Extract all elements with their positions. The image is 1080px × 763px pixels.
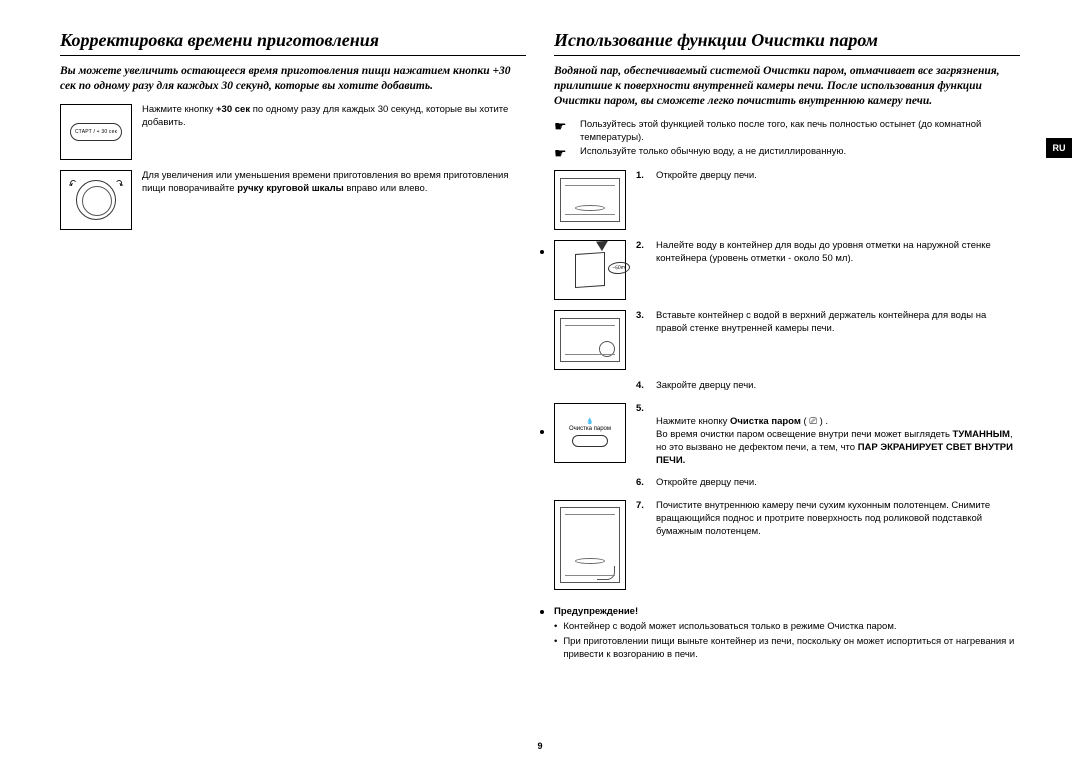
left-column: Корректировка времени приготовления Вы м… — [60, 30, 526, 743]
left-row-2-text: Для увеличения или уменьшения времени пр… — [142, 170, 526, 196]
pict-oven-wipe — [554, 500, 626, 590]
pict-pour-water — [554, 240, 626, 300]
steam-inline-icon: ⎚ — [809, 416, 817, 427]
page-number: 9 — [537, 741, 542, 751]
step-text: Нажмите кнопку Очистка паром ( ⎚ ) . Во … — [656, 403, 1020, 467]
oven-icon — [560, 178, 620, 222]
step-num: 2. — [636, 240, 650, 266]
pict-oven-insert — [554, 310, 626, 370]
step-body: 5. Нажмите кнопку Очистка паром ( ⎚ ) . … — [636, 403, 1020, 467]
warning-item: Контейнер с водой может использоваться т… — [554, 621, 1020, 634]
right-intro: Водяной пар, обеспечиваемый системой Очи… — [554, 64, 1020, 109]
step-text: Откройте дверцу печи. — [656, 170, 757, 183]
left-title: Корректировка времени приготовления — [60, 30, 526, 56]
left-intro: Вы можете увеличить остающееся время при… — [60, 64, 526, 94]
step-5: 💧 Очистка паром 5. Нажмите кнопку Очистк… — [554, 403, 1020, 467]
pict-start-button: СТАРТ / + 30 сек — [60, 104, 132, 160]
hole-icon — [540, 250, 544, 254]
step-text: Закройте дверцу печи. — [656, 380, 756, 393]
step-text: Откройте дверцу печи. — [656, 477, 757, 490]
t: Нажмите кнопку — [656, 416, 730, 427]
hole-icon — [540, 610, 544, 614]
punch-holes — [540, 250, 544, 614]
t: +30 сек — [216, 104, 250, 115]
step-body: 3. Вставьте контейнер с водой в верхний … — [636, 310, 1020, 336]
step-6: 6. Откройте дверцу печи. — [636, 477, 1020, 490]
pointer-icon: ☛ — [554, 146, 572, 160]
t: ручку круговой шкалы — [237, 183, 344, 194]
step-num: 5. — [636, 403, 650, 467]
t: Нажмите кнопку — [142, 104, 216, 115]
oval-icon — [572, 435, 608, 447]
step-text: Налейте воду в контейнер для воды до уро… — [656, 240, 1020, 266]
tray-icon — [575, 205, 605, 211]
funnel-icon — [596, 241, 608, 252]
step-4: 4. Закройте дверцу печи. — [636, 380, 1020, 393]
left-row-1: СТАРТ / + 30 сек Нажмите кнопку +30 сек … — [60, 104, 526, 160]
t: ТУМАННЫМ — [953, 429, 1010, 440]
t: Контейнер с водой может использоваться т… — [563, 621, 896, 634]
t: . — [894, 621, 897, 632]
warning-block: Предупреждение! Контейнер с водой может … — [554, 606, 1020, 661]
left-row-1-text: Нажмите кнопку +30 сек по одному разу дл… — [142, 104, 526, 130]
step-num: 1. — [636, 170, 650, 183]
jug-icon — [575, 252, 605, 288]
start-30s-button-icon: СТАРТ / + 30 сек — [70, 123, 122, 141]
warning-list: Контейнер с водой может использоваться т… — [554, 621, 1020, 661]
step-body: 1. Откройте дверцу печи. — [636, 170, 1020, 183]
step-text: Вставьте контейнер с водой в верхний дер… — [656, 310, 1020, 336]
step-body: 4. Закройте дверцу печи. — [636, 380, 1020, 393]
arrow-right-icon: ↷ — [112, 178, 125, 192]
left-row-2: ↶ ↷ Для увеличения или уменьшения времен… — [60, 170, 526, 230]
step-text: Почистите внутреннюю камеру печи сухим к… — [656, 500, 1020, 538]
step-body: 7. Почистите внутреннюю камеру печи сухи… — [636, 500, 1020, 538]
arrow-left-icon: ↶ — [67, 178, 80, 192]
step-7: 7. Почистите внутреннюю камеру печи сухи… — [554, 500, 1020, 590]
steam-clean-button-icon: 💧 Очистка паром — [569, 419, 611, 447]
step-num: 6. — [636, 477, 650, 490]
t: При приготовлении пищи выньте контейнер … — [563, 636, 1020, 662]
note-list: ☛ Пользуйтесь этой функцией только после… — [554, 119, 1020, 161]
t: вправо или влево. — [344, 183, 428, 194]
step-3: 3. Вставьте контейнер с водой в верхний … — [554, 310, 1020, 370]
right-title: Использование функции Очистки паром — [554, 30, 1020, 56]
t: Очистка паром — [730, 416, 801, 427]
t: Контейнер с водой может использоваться т… — [563, 621, 827, 632]
oven-icon — [560, 318, 620, 362]
pointer-icon: ☛ — [554, 119, 572, 133]
t: Очистка паром — [827, 621, 894, 632]
hole-icon — [540, 430, 544, 434]
knob-icon — [599, 341, 615, 357]
steps-list: 1. Откройте дверцу печи. 2. Налейте воду… — [554, 170, 1020, 600]
step-num: 7. — [636, 500, 650, 538]
right-column: Использование функции Очистки паром Водя… — [554, 30, 1020, 743]
warning-item: При приготовлении пищи выньте контейнер … — [554, 636, 1020, 662]
hand-icon — [597, 566, 615, 580]
note-1: ☛ Пользуйтесь этой функцией только после… — [554, 119, 1020, 145]
warning-title: Предупреждение! — [554, 606, 1020, 619]
oven-icon — [560, 507, 620, 583]
manual-page: Корректировка времени приготовления Вы м… — [0, 0, 1080, 763]
steam-btn-label: Очистка паром — [569, 426, 611, 433]
pict-steam-button: 💧 Очистка паром — [554, 403, 626, 463]
step-body: 6. Откройте дверцу печи. — [636, 477, 1020, 490]
language-tab: RU — [1046, 138, 1072, 158]
note-2: ☛ Используйте только обычную воду, а не … — [554, 146, 1020, 160]
step-body: 2. Налейте воду в контейнер для воды до … — [636, 240, 1020, 266]
note-text: Используйте только обычную воду, а не ди… — [580, 146, 846, 159]
step-num: 4. — [636, 380, 650, 393]
step-num: 3. — [636, 310, 650, 336]
dial-icon: ↶ ↷ — [76, 180, 116, 220]
pict-oven-open — [554, 170, 626, 230]
pict-dial: ↶ ↷ — [60, 170, 132, 230]
note-text: Пользуйтесь этой функцией только после т… — [580, 119, 1020, 145]
step-2: 2. Налейте воду в контейнер для воды до … — [554, 240, 1020, 300]
tray-icon — [575, 558, 605, 564]
step-1: 1. Откройте дверцу печи. — [554, 170, 1020, 230]
